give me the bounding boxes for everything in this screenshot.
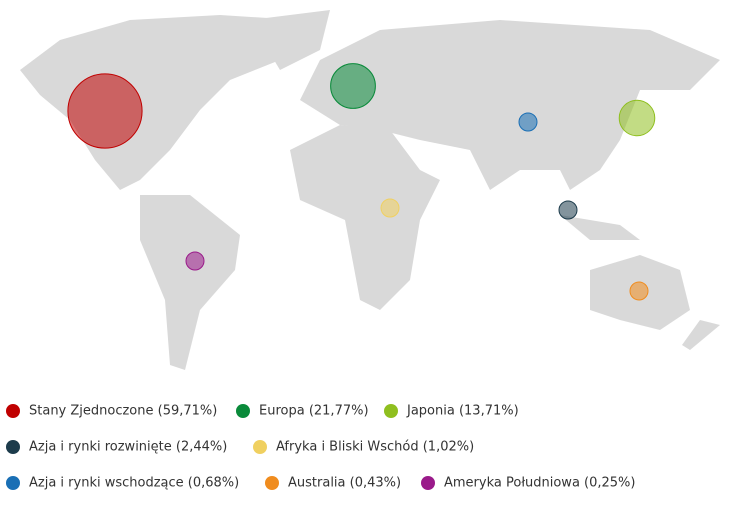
legend-label: Stany Zjednoczone (59,71%) (29, 404, 217, 419)
legend-label: Japonia (13,71%) (406, 404, 519, 419)
bubble (185, 251, 205, 271)
bubble (618, 99, 656, 137)
bubble (330, 63, 376, 109)
legend-dot (384, 404, 398, 418)
legend-dot (421, 476, 435, 490)
legend-label: Azja i rynki rozwinięte (2,44%) (29, 440, 227, 455)
legend-dot (6, 404, 20, 418)
legend-dot (253, 440, 267, 454)
legend-dot (236, 404, 250, 418)
legend-label: Afryka i Bliski Wschód (1,02%) (276, 440, 474, 455)
eurasia (300, 20, 720, 190)
new-zealand (682, 320, 720, 350)
legend-dot (6, 440, 20, 454)
legend-label: Australia (0,43%) (288, 476, 401, 491)
south-america (140, 195, 240, 370)
north-america (20, 15, 300, 190)
bubble (558, 200, 578, 220)
legend-dot (6, 476, 20, 490)
legend-dot (265, 476, 279, 490)
africa (290, 125, 440, 310)
legend-label: Azja i rynki wschodzące (0,68%) (29, 476, 239, 491)
bubble (629, 281, 649, 301)
legend-label: Europa (21,77%) (259, 404, 369, 419)
legend-label: Ameryka Południowa (0,25%) (444, 476, 635, 491)
indonesia (560, 215, 640, 240)
bubble (67, 73, 143, 149)
greenland (250, 10, 330, 70)
bubble (380, 198, 400, 218)
world-map (20, 10, 720, 370)
bubble (518, 112, 538, 132)
